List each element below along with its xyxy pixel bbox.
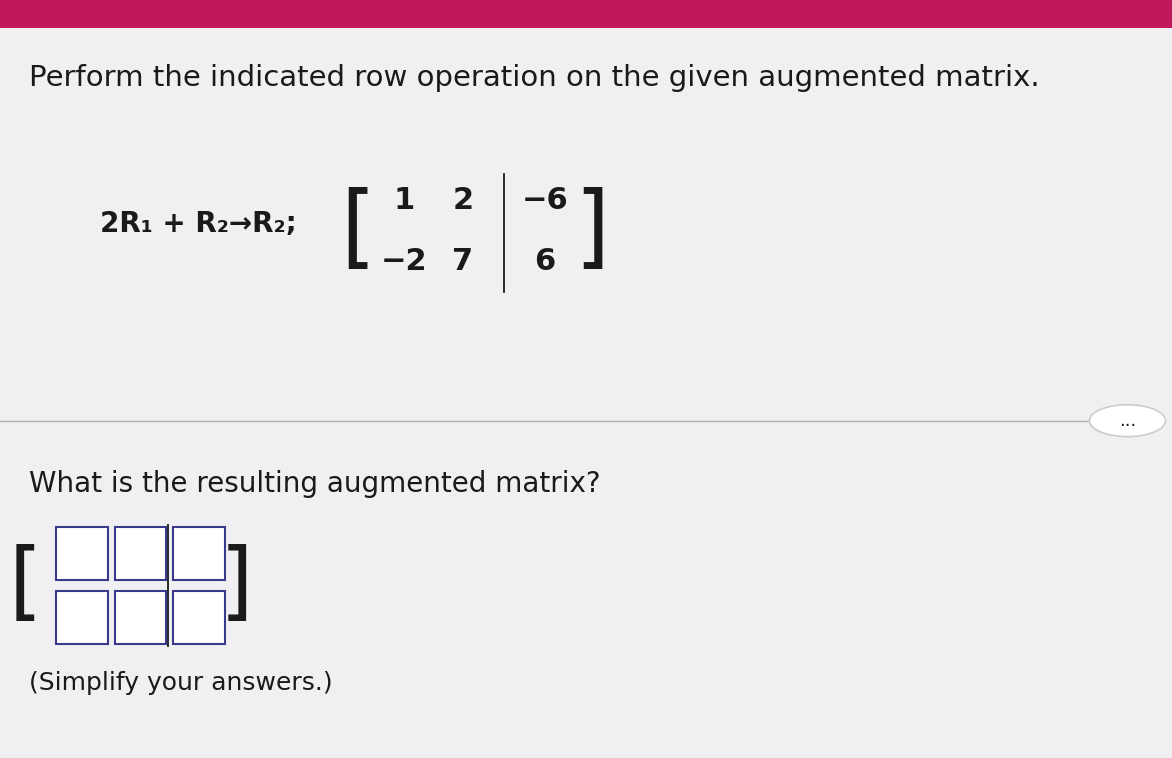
Text: 1: 1 bbox=[394, 186, 415, 215]
FancyBboxPatch shape bbox=[56, 591, 108, 644]
Text: −6: −6 bbox=[522, 186, 568, 215]
Text: 6: 6 bbox=[534, 247, 556, 276]
Text: ...: ... bbox=[1119, 412, 1136, 430]
Text: 7: 7 bbox=[452, 247, 473, 276]
Text: ]: ] bbox=[220, 543, 253, 627]
FancyBboxPatch shape bbox=[173, 527, 225, 580]
Text: 2R₁ + R₂→R₂;: 2R₁ + R₂→R₂; bbox=[100, 210, 297, 237]
FancyBboxPatch shape bbox=[0, 0, 1172, 28]
FancyBboxPatch shape bbox=[115, 591, 166, 644]
FancyBboxPatch shape bbox=[56, 527, 108, 580]
Text: −2: −2 bbox=[381, 247, 428, 276]
Text: Perform the indicated row operation on the given augmented matrix.: Perform the indicated row operation on t… bbox=[29, 64, 1040, 92]
Text: (Simplify your answers.): (Simplify your answers.) bbox=[29, 671, 333, 695]
Text: [: [ bbox=[340, 187, 375, 275]
Text: [: [ bbox=[9, 543, 42, 627]
FancyBboxPatch shape bbox=[115, 527, 166, 580]
Text: 2: 2 bbox=[452, 186, 473, 215]
Text: ]: ] bbox=[574, 187, 609, 275]
Text: What is the resulting augmented matrix?: What is the resulting augmented matrix? bbox=[29, 470, 601, 498]
FancyBboxPatch shape bbox=[173, 591, 225, 644]
Ellipse shape bbox=[1090, 405, 1165, 437]
